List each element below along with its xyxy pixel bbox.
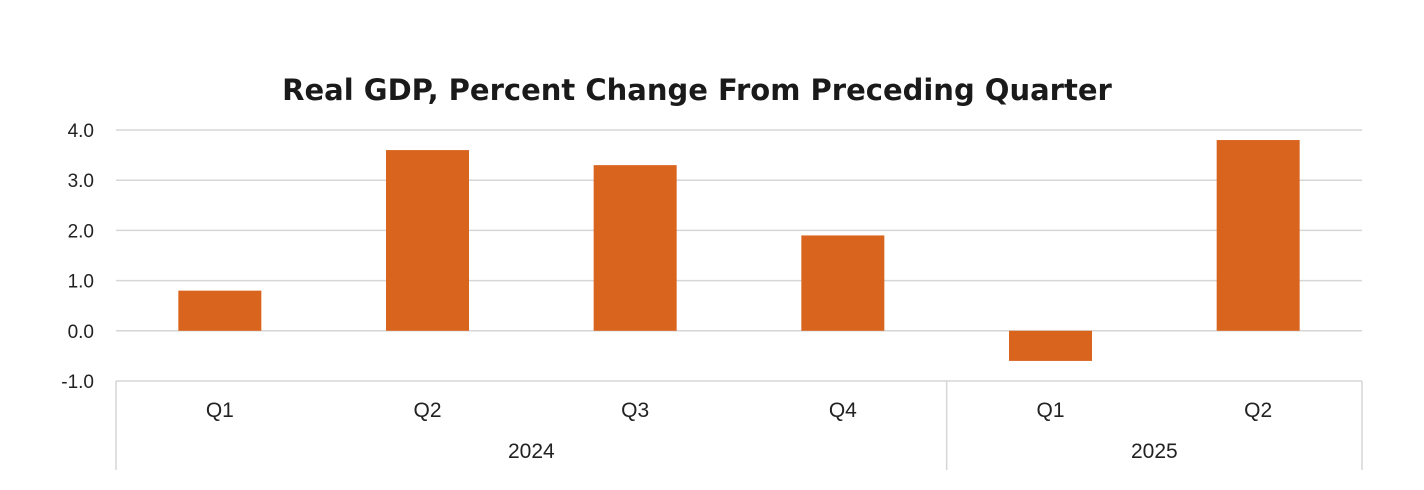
y-tick-label: 4.0 xyxy=(68,121,94,142)
y-tick-label: 1.0 xyxy=(68,272,94,293)
x-tick-label: Q2 xyxy=(413,399,441,422)
bars xyxy=(178,140,1300,361)
bar xyxy=(801,235,885,331)
x-tick-label: Q3 xyxy=(621,399,649,422)
y-tick-label: 3.0 xyxy=(68,171,94,192)
bar xyxy=(1009,330,1092,361)
bar xyxy=(386,150,469,331)
y-tick-label: 2.0 xyxy=(68,221,94,242)
x-tick-label: Q1 xyxy=(206,399,234,422)
x-group-label: 2025 xyxy=(1131,440,1178,463)
y-tick-label: -1.0 xyxy=(61,372,94,393)
gridlines xyxy=(116,129,1362,382)
x-tick-label: Q4 xyxy=(829,399,857,422)
x-axis: Q1 Q2 Q3 Q4 Q1 Q2 2024 2025 xyxy=(115,381,1363,470)
chart-title: Real GDP, Percent Change From Preceding … xyxy=(282,73,1112,107)
x-tick-label: Q1 xyxy=(1036,399,1064,422)
bar xyxy=(1216,140,1300,331)
bar xyxy=(593,165,677,331)
y-axis-ticks: 4.0 3.0 2.0 1.0 0.0 -1.0 xyxy=(61,121,94,393)
bar xyxy=(178,290,262,331)
y-tick-label: 0.0 xyxy=(68,322,94,343)
x-tick-label: Q2 xyxy=(1244,399,1272,422)
x-group-label: 2024 xyxy=(508,440,555,463)
